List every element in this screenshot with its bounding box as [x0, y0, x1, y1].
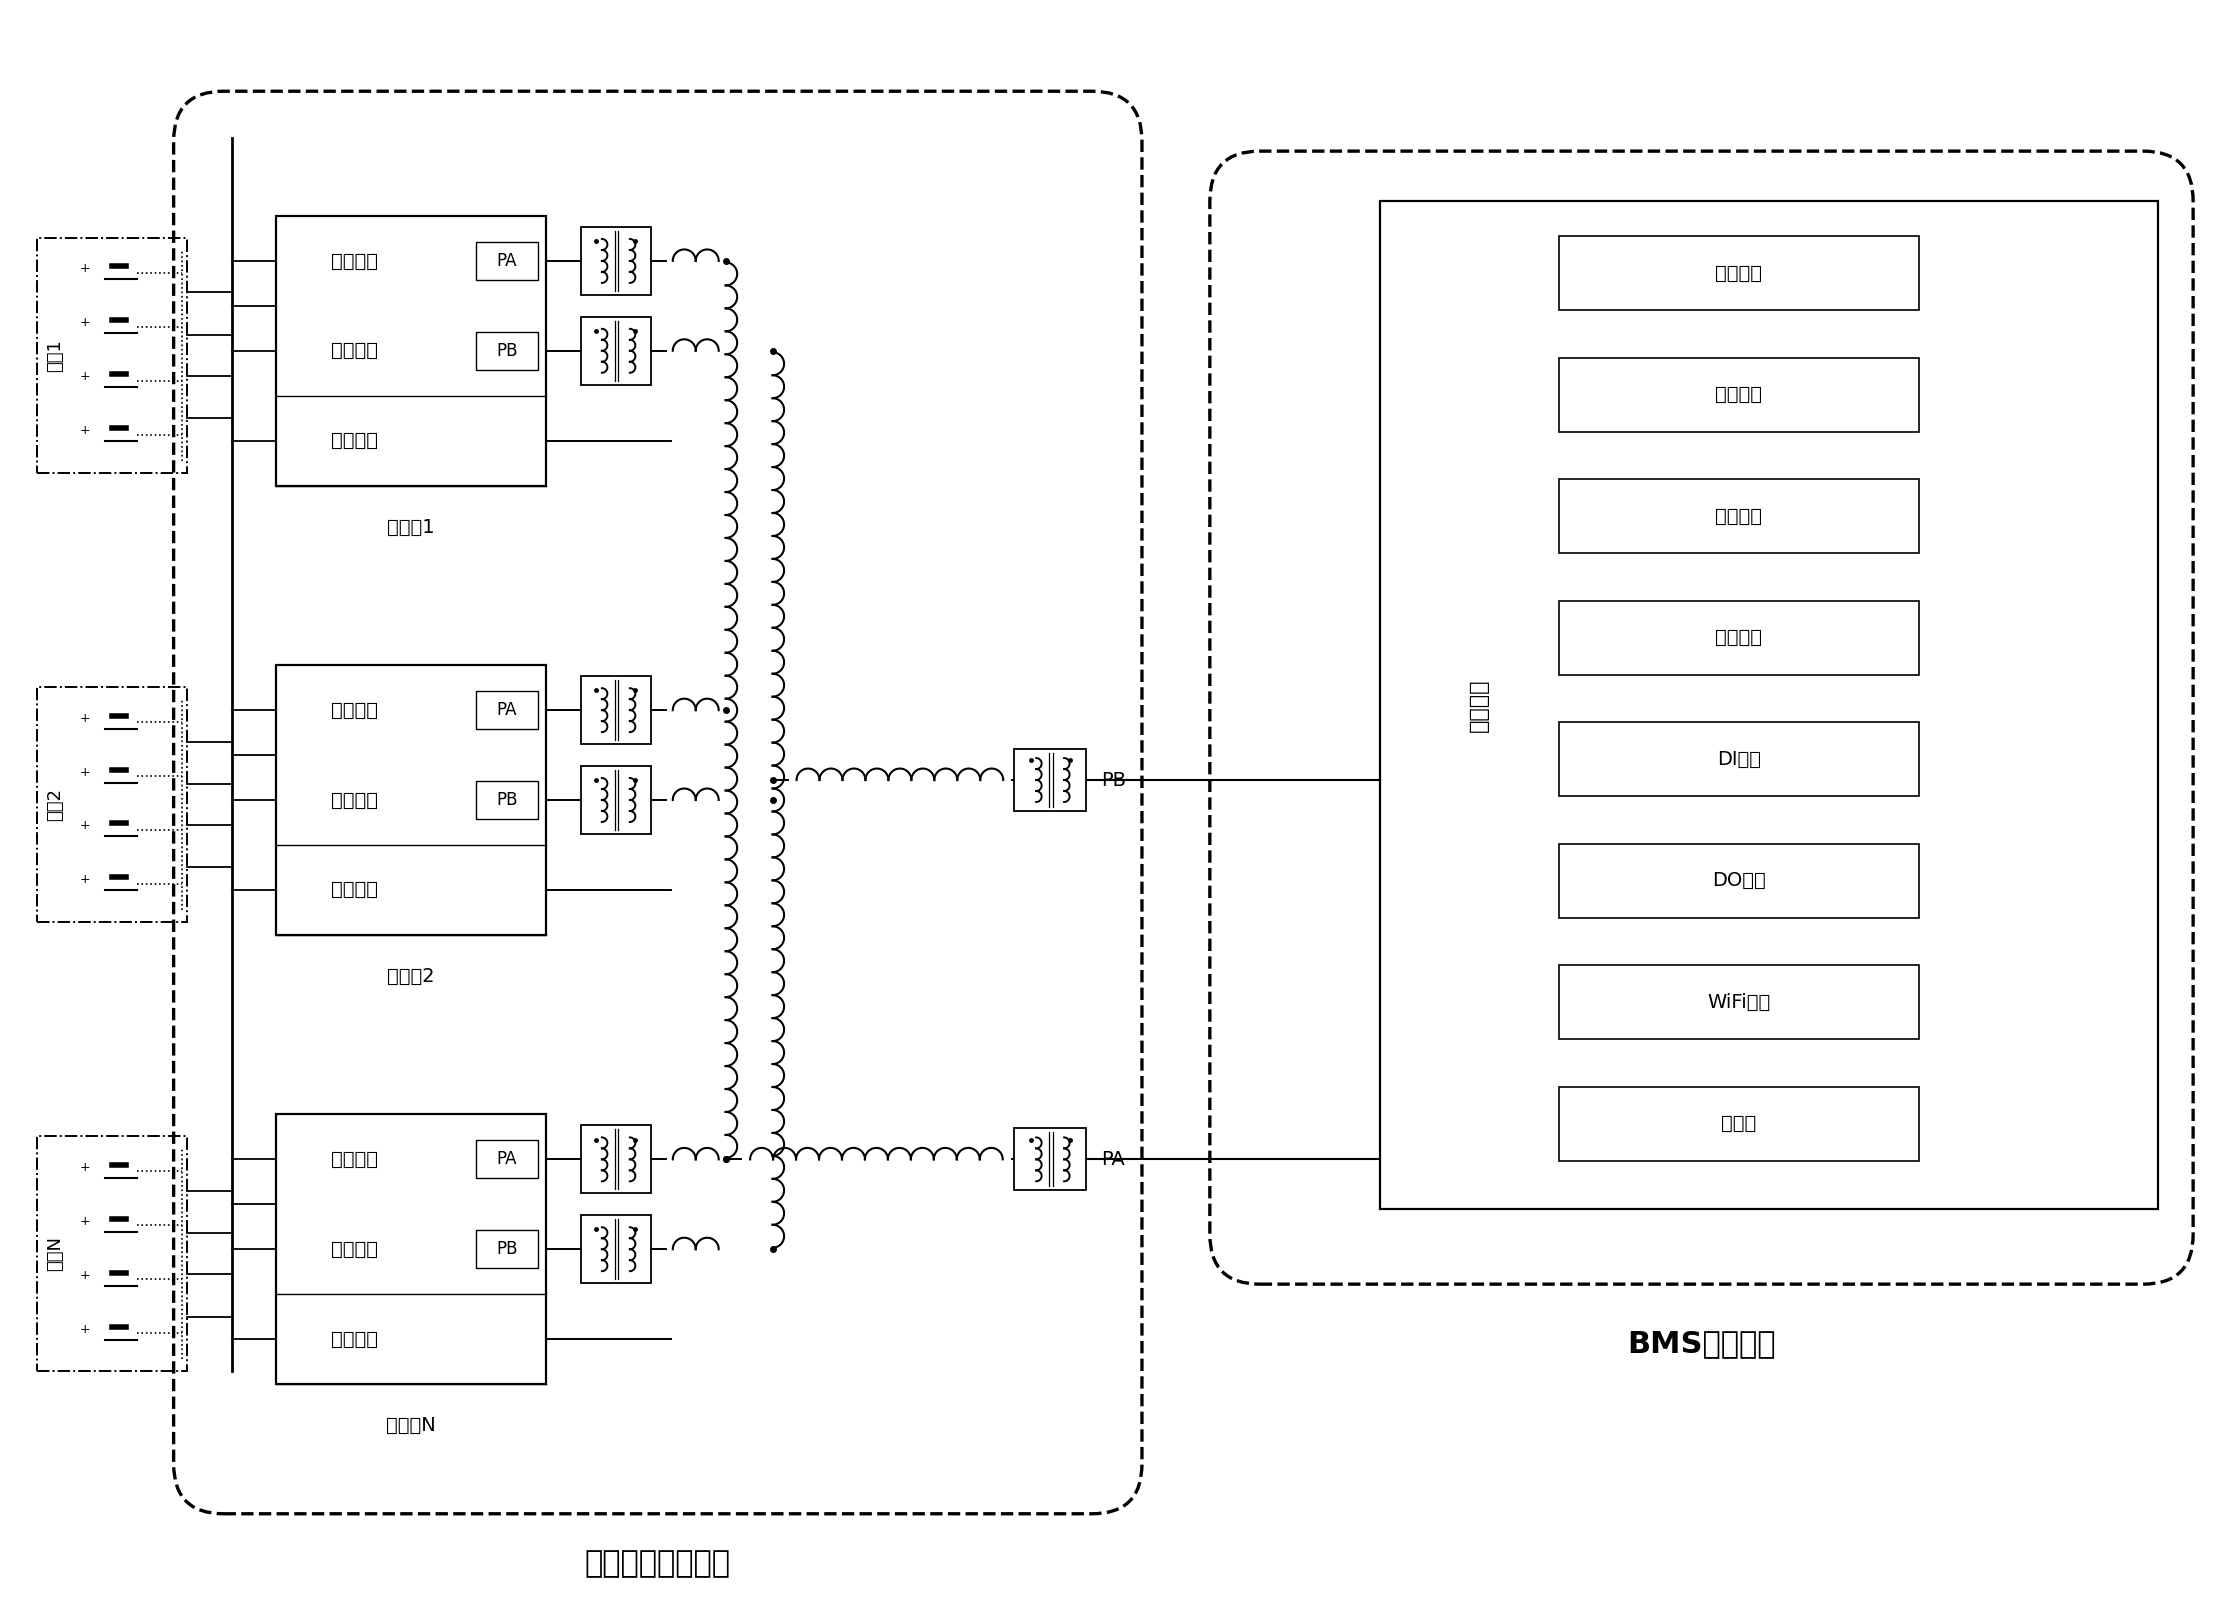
- Text: 以太网: 以太网: [1721, 1114, 1757, 1133]
- Text: 采集器N: 采集器N: [387, 1416, 436, 1435]
- Text: +: +: [81, 262, 90, 275]
- Bar: [582, 317, 651, 384]
- Bar: [582, 766, 651, 834]
- Bar: [36, 686, 186, 922]
- Bar: [477, 1141, 537, 1178]
- Text: DO输出: DO输出: [1712, 872, 1766, 890]
- Bar: [1560, 965, 1918, 1040]
- Bar: [477, 1230, 537, 1269]
- Bar: [1560, 358, 1918, 432]
- Text: BMS主控单元: BMS主控单元: [1627, 1330, 1775, 1358]
- Bar: [1014, 1128, 1085, 1190]
- Text: DI输入: DI输入: [1717, 750, 1761, 770]
- Text: +: +: [81, 1214, 90, 1227]
- Text: 采集器1: 采集器1: [387, 517, 434, 536]
- Text: PB: PB: [497, 790, 517, 810]
- Text: 电源模块: 电源模块: [1714, 629, 1761, 648]
- Text: +: +: [81, 874, 90, 886]
- Text: 电池信息采集单元: 电池信息采集单元: [584, 1549, 732, 1578]
- Bar: [36, 238, 186, 472]
- Bar: [278, 1115, 546, 1384]
- Text: 采集器2: 采集器2: [387, 966, 434, 986]
- Text: 电池均衡: 电池均衡: [331, 880, 378, 899]
- Text: PB: PB: [497, 1240, 517, 1258]
- Text: PB: PB: [1101, 771, 1126, 789]
- Bar: [278, 216, 546, 485]
- Text: +: +: [81, 819, 90, 832]
- Text: 温度采集: 温度采集: [331, 341, 378, 360]
- Text: 电池均衡: 电池均衡: [331, 1330, 378, 1349]
- Text: 电压检测: 电压检测: [1714, 264, 1761, 283]
- Text: PA: PA: [497, 1150, 517, 1168]
- Text: +: +: [81, 765, 90, 779]
- Bar: [1560, 480, 1918, 554]
- Text: PB: PB: [497, 342, 517, 360]
- Bar: [1560, 723, 1918, 797]
- Text: PA: PA: [497, 701, 517, 718]
- Text: 统缘采集: 统缘采集: [1714, 386, 1761, 405]
- Bar: [36, 1136, 186, 1371]
- Text: PA: PA: [1101, 1150, 1126, 1170]
- Text: 主控模块: 主控模块: [1470, 678, 1488, 731]
- Text: +: +: [81, 1269, 90, 1282]
- Text: 温度采集: 温度采集: [331, 790, 378, 810]
- Bar: [1560, 1086, 1918, 1160]
- Text: +: +: [81, 712, 90, 725]
- Bar: [582, 227, 651, 294]
- Bar: [1014, 749, 1085, 811]
- Text: 电压采集: 电压采集: [331, 251, 378, 270]
- Bar: [477, 242, 537, 280]
- Text: +: +: [81, 370, 90, 384]
- Bar: [582, 677, 651, 744]
- Bar: [582, 1216, 651, 1283]
- Text: 电压采集: 电压采集: [331, 701, 378, 720]
- Text: 电流检测: 电流检测: [1714, 507, 1761, 526]
- Text: +: +: [81, 1162, 90, 1174]
- Text: 电压采集: 电压采集: [331, 1150, 378, 1170]
- Bar: [477, 331, 537, 370]
- Text: WiFi模块: WiFi模块: [1708, 992, 1770, 1011]
- Bar: [477, 691, 537, 730]
- Text: 电池1: 电池1: [45, 339, 65, 371]
- Text: +: +: [81, 317, 90, 330]
- Bar: [582, 1125, 651, 1194]
- Bar: [477, 781, 537, 819]
- Text: +: +: [81, 424, 90, 437]
- Text: +: +: [81, 1323, 90, 1336]
- Text: PA: PA: [497, 251, 517, 270]
- Bar: [278, 666, 546, 934]
- Bar: [1379, 202, 2157, 1210]
- Text: 电池2: 电池2: [45, 787, 65, 821]
- Bar: [1560, 237, 1918, 310]
- Text: 电池N: 电池N: [45, 1237, 65, 1272]
- Text: 电池均衡: 电池均衡: [331, 430, 378, 450]
- Bar: [1560, 843, 1918, 918]
- Bar: [1560, 602, 1918, 675]
- Text: 温度采集: 温度采集: [331, 1240, 378, 1259]
